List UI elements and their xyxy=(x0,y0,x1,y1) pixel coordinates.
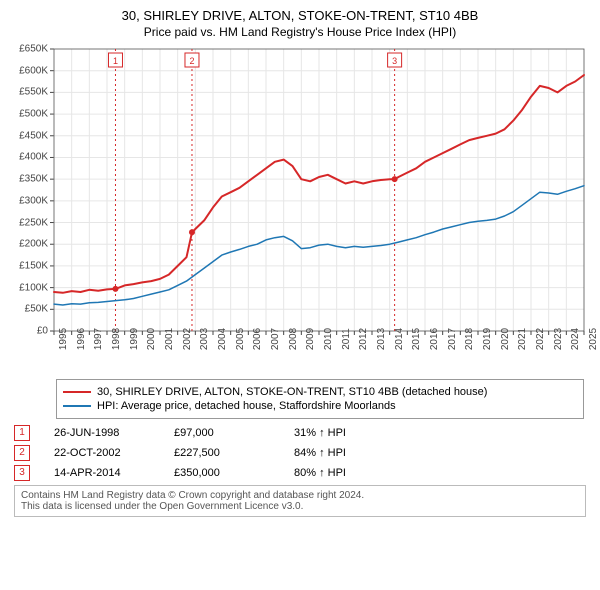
x-tick-label: 2019 xyxy=(482,328,493,350)
sale-row: 1 26-JUN-1998£97,00031% ↑ HPI xyxy=(14,425,586,441)
footer-line2: This data is licensed under the Open Gov… xyxy=(21,501,579,512)
sales-table: 1 26-JUN-1998£97,00031% ↑ HPI 2 22-OCT-2002… xyxy=(14,425,586,481)
legend-item: 30, SHIRLEY DRIVE, ALTON, STOKE-ON-TRENT… xyxy=(63,386,577,398)
y-tick-label: £450K xyxy=(6,130,48,141)
svg-text:3: 3 xyxy=(392,56,397,66)
svg-text:1: 1 xyxy=(113,56,118,66)
x-tick-label: 2002 xyxy=(182,328,193,350)
x-tick-label: 1996 xyxy=(76,328,87,350)
x-tick-label: 2014 xyxy=(394,328,405,350)
x-tick-label: 2004 xyxy=(217,328,228,350)
sale-pct: 84% ↑ HPI xyxy=(294,447,414,459)
x-tick-label: 1995 xyxy=(58,328,69,350)
x-tick-label: 2011 xyxy=(341,328,352,350)
x-tick-label: 2020 xyxy=(500,328,511,350)
x-tick-label: 2015 xyxy=(411,328,422,350)
y-tick-label: £400K xyxy=(6,152,48,163)
sale-date: 26-JUN-1998 xyxy=(54,427,174,439)
x-tick-label: 2016 xyxy=(429,328,440,350)
x-tick-label: 2023 xyxy=(553,328,564,350)
legend-label: HPI: Average price, detached house, Staf… xyxy=(97,400,396,412)
y-tick-label: £100K xyxy=(6,282,48,293)
x-tick-label: 2005 xyxy=(235,328,246,350)
footer-line1: Contains HM Land Registry data © Crown c… xyxy=(21,490,579,501)
plot-area: 1 2 3 £0 £50K £100K £150K £200K £250K £300K £350K… xyxy=(6,43,594,373)
y-tick-label: £500K xyxy=(6,109,48,120)
y-tick-label: £0 xyxy=(6,326,48,337)
x-tick-label: 2001 xyxy=(164,328,175,350)
sale-date: 22-OCT-2002 xyxy=(54,447,174,459)
line-chart-svg: 1 2 3 xyxy=(6,43,594,373)
x-tick-label: 2021 xyxy=(517,328,528,350)
x-tick-label: 1997 xyxy=(93,328,104,350)
x-tick-label: 2000 xyxy=(146,328,157,350)
sale-price: £227,500 xyxy=(174,447,294,459)
legend-item: HPI: Average price, detached house, Staf… xyxy=(63,400,577,412)
x-tick-label: 2003 xyxy=(199,328,210,350)
svg-text:2: 2 xyxy=(189,56,194,66)
x-tick-label: 2008 xyxy=(288,328,299,350)
x-tick-label: 2009 xyxy=(305,328,316,350)
legend: 30, SHIRLEY DRIVE, ALTON, STOKE-ON-TRENT… xyxy=(56,379,584,419)
x-tick-label: 2007 xyxy=(270,328,281,350)
x-tick-label: 2017 xyxy=(447,328,458,350)
y-tick-label: £50K xyxy=(6,304,48,315)
chart-container: 30, SHIRLEY DRIVE, ALTON, STOKE-ON-TRENT… xyxy=(0,0,600,521)
sale-marker-box: 1 xyxy=(14,425,30,441)
legend-swatch xyxy=(63,391,91,393)
y-tick-label: £550K xyxy=(6,87,48,98)
sale-date: 14-APR-2014 xyxy=(54,467,174,479)
legend-label: 30, SHIRLEY DRIVE, ALTON, STOKE-ON-TRENT… xyxy=(97,386,487,398)
sale-marker-box: 3 xyxy=(14,465,30,481)
x-tick-label: 1998 xyxy=(111,328,122,350)
y-tick-label: £200K xyxy=(6,239,48,250)
x-tick-label: 2013 xyxy=(376,328,387,350)
sale-row: 3 14-APR-2014£350,00080% ↑ HPI xyxy=(14,465,586,481)
x-tick-label: 2018 xyxy=(464,328,475,350)
sale-price: £97,000 xyxy=(174,427,294,439)
x-tick-label: 2024 xyxy=(570,328,581,350)
x-tick-label: 2010 xyxy=(323,328,334,350)
sale-pct: 80% ↑ HPI xyxy=(294,467,414,479)
chart-title-address: 30, SHIRLEY DRIVE, ALTON, STOKE-ON-TRENT… xyxy=(6,8,594,23)
sale-pct: 31% ↑ HPI xyxy=(294,427,414,439)
x-tick-label: 1999 xyxy=(129,328,140,350)
x-tick-label: 2022 xyxy=(535,328,546,350)
y-tick-label: £150K xyxy=(6,260,48,271)
sale-marker-box: 2 xyxy=(14,445,30,461)
sale-row: 2 22-OCT-2002£227,50084% ↑ HPI xyxy=(14,445,586,461)
y-tick-label: £600K xyxy=(6,65,48,76)
sale-price: £350,000 xyxy=(174,467,294,479)
x-tick-label: 2025 xyxy=(588,328,599,350)
x-tick-label: 2012 xyxy=(358,328,369,350)
y-tick-label: £300K xyxy=(6,195,48,206)
chart-title-subtitle: Price paid vs. HM Land Registry's House … xyxy=(6,25,594,39)
y-tick-label: £650K xyxy=(6,44,48,55)
chart-titles: 30, SHIRLEY DRIVE, ALTON, STOKE-ON-TRENT… xyxy=(6,8,594,39)
x-tick-label: 2006 xyxy=(252,328,263,350)
attribution-footer: Contains HM Land Registry data © Crown c… xyxy=(14,485,586,517)
y-tick-label: £250K xyxy=(6,217,48,228)
y-tick-label: £350K xyxy=(6,174,48,185)
legend-swatch xyxy=(63,405,91,407)
